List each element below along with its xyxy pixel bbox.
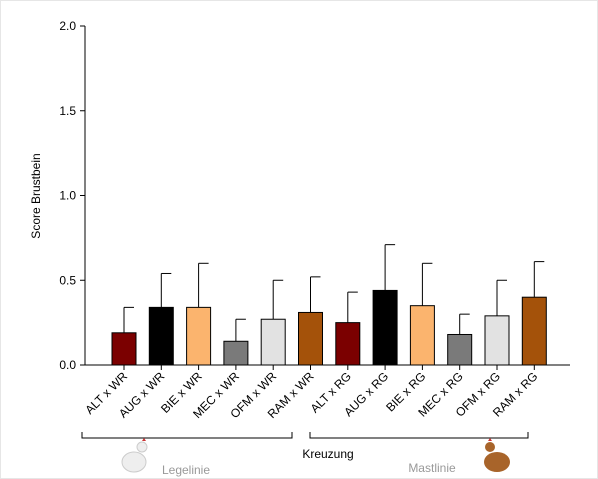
- bar: [149, 307, 173, 365]
- bar: [522, 297, 546, 365]
- bar: [224, 341, 248, 365]
- bar: [410, 306, 434, 365]
- group-label: Mastlinie: [408, 461, 456, 475]
- chart: Score Brustbein Kreuzung Legelinie Mastl…: [0, 0, 598, 479]
- group-label: Legelinie: [162, 463, 210, 477]
- bar: [373, 290, 397, 365]
- y-tick-label: 0.0: [59, 358, 76, 372]
- bar: [448, 334, 472, 365]
- bar: [187, 307, 211, 365]
- y-tick-label: 1.5: [59, 104, 76, 118]
- bar: [112, 333, 136, 365]
- x-axis-label: Kreuzung: [302, 447, 353, 461]
- y-tick-label: 2.0: [59, 19, 76, 33]
- y-axis-label: Score Brustbein: [29, 153, 43, 238]
- bar: [485, 316, 509, 365]
- y-tick-label: 1.0: [59, 189, 76, 203]
- bar: [299, 312, 323, 365]
- bar: [336, 323, 360, 365]
- bar: [261, 319, 285, 365]
- y-tick-label: 0.5: [59, 273, 76, 287]
